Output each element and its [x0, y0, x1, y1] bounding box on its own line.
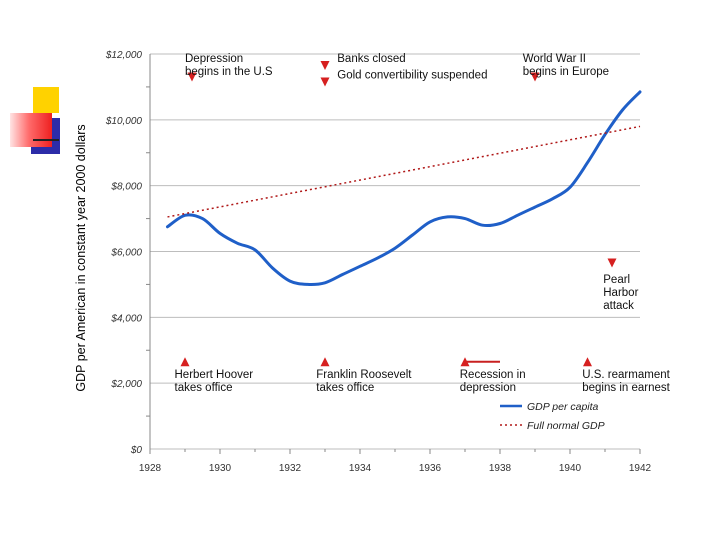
y-tick-label: $12,000	[105, 50, 143, 61]
legend-label: GDP per capita	[527, 401, 599, 413]
deco-yellow-square	[33, 87, 59, 113]
y-tick-label: $0	[130, 445, 143, 456]
annotation-label: Depression begins in the U.S	[185, 53, 273, 78]
up-triangle-icon	[583, 357, 592, 367]
series-full-normal-gdp-line	[167, 125, 641, 218]
down-triangle-icon	[187, 72, 197, 82]
axis-layer: $0 $2,000 $4,000 $6,000 $8,000 $10,000 $12,000…	[105, 50, 652, 474]
x-tick-label: 1928	[139, 463, 162, 474]
annotation-line: Banks closed	[337, 53, 405, 65]
annotation-line: attack	[603, 300, 634, 312]
deco-red-square	[10, 113, 52, 147]
down-triangle-icon	[530, 72, 540, 82]
annotation-line: Harbor	[603, 287, 638, 299]
up-triangle-icon	[460, 357, 470, 367]
deco-divider-line	[33, 139, 59, 141]
y-tick-label: $6,000	[110, 248, 142, 259]
y-tick-label: $10,000	[105, 116, 143, 127]
y-axis-label: GDP per American in constant year 2000 d…	[74, 124, 88, 391]
down-triangle-icon	[320, 77, 330, 87]
annotation-line: Depression	[185, 53, 243, 65]
annotation-line: begins in earnest	[582, 382, 670, 394]
annotation-line: begins in Europe	[523, 66, 609, 78]
series-layer	[166, 90, 642, 287]
x-tick-label: 1930	[209, 463, 232, 474]
series-gdp-per-capita-line	[166, 90, 642, 287]
down-triangle-icon	[607, 258, 617, 268]
up-triangle-icon	[180, 357, 190, 367]
annotation-line: depression	[460, 382, 516, 394]
annotation-label: Gold convertibility suspended	[337, 70, 487, 82]
annotation-layer: Depression begins in the U.S Banks closed G…	[175, 53, 671, 394]
annotation-label: World War II begins in Europe	[523, 53, 609, 78]
annotation-label: Banks closed	[337, 53, 405, 65]
annotation-line: takes office	[316, 382, 374, 394]
annotation-line: World War II	[523, 53, 586, 65]
annotation-label: U.S. rearmament begins in earnest	[582, 369, 670, 394]
x-tick-label: 1934	[349, 463, 372, 474]
annotation-line: Gold convertibility suspended	[337, 70, 487, 82]
x-tick-label: 1932	[279, 463, 302, 474]
up-triangle-icon	[320, 357, 330, 367]
x-tick-label: 1942	[629, 463, 652, 474]
annotation-label: Franklin Roosevelt takes office	[316, 369, 412, 394]
y-tick-label: $8,000	[110, 182, 142, 193]
annotation-label: Pearl Harbor attack	[603, 274, 638, 312]
annotation-line: Herbert Hoover	[175, 369, 254, 381]
x-tick-label: 1936	[419, 463, 442, 474]
down-triangle-icon	[320, 61, 330, 71]
legend-label: Full normal GDP	[527, 420, 605, 432]
y-tick-label: $4,000	[110, 313, 142, 324]
annotation-line: Franklin Roosevelt	[316, 369, 412, 381]
annotation-label: Recession in depression	[460, 369, 526, 394]
x-tick-label: 1938	[489, 463, 512, 474]
annotation-line: Pearl	[603, 274, 630, 286]
annotation-line: begins in the U.S	[185, 66, 273, 78]
x-tick-label: 1940	[559, 463, 582, 474]
legend: GDP per capita Full normal GDP	[500, 401, 605, 432]
annotation-line: U.S. rearmament	[582, 369, 670, 381]
annotation-line: takes office	[175, 382, 233, 394]
y-tick-label: $2,000	[110, 379, 142, 390]
annotation-label: Herbert Hoover takes office	[175, 369, 254, 394]
annotation-line: Recession in	[460, 369, 526, 381]
